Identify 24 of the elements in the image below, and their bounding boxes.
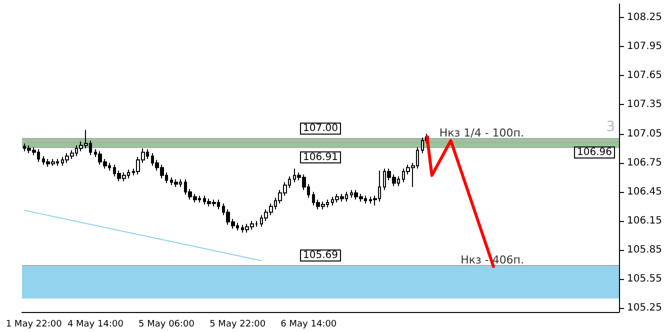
band-label: Нкз 1/4 - 100п. [439,126,524,140]
ref-line-label: 107.00 [303,123,338,134]
candlestick [174,178,178,188]
y-tick-label: 107.95 [627,41,662,52]
y-tick-label: 106.75 [627,157,662,168]
y-tick-label: 106.45 [627,186,662,198]
annotation: 3 [606,119,616,135]
x-tick-label: 4 May 14:00 [67,320,124,330]
x-tick-label: 1 May 22:00 [6,320,62,330]
ref-line-label: 105.69 [303,250,338,262]
band-label: Нкз - 406п. [460,254,524,267]
y-tick-label: 105.55 [627,274,662,285]
y-tick-label: 108.25 [627,12,662,24]
x-tick-label: 5 May 06:00 [138,320,195,330]
y-tick-label: 107.65 [627,70,662,82]
y-tick-label: 107.05 [627,128,662,140]
y-tick-label: 105.85 [627,244,662,256]
x-tick-label: 5 May 22:00 [210,320,266,330]
ref-line-label: 106.96 [577,147,612,158]
ref-line-label: 106.91 [303,152,338,163]
y-tick-label: 106.15 [627,215,662,226]
x-tick-label: 6 May 14:00 [280,320,337,330]
y-tick-label: 107.35 [627,99,662,110]
y-tick-label: 105.25 [627,302,662,314]
